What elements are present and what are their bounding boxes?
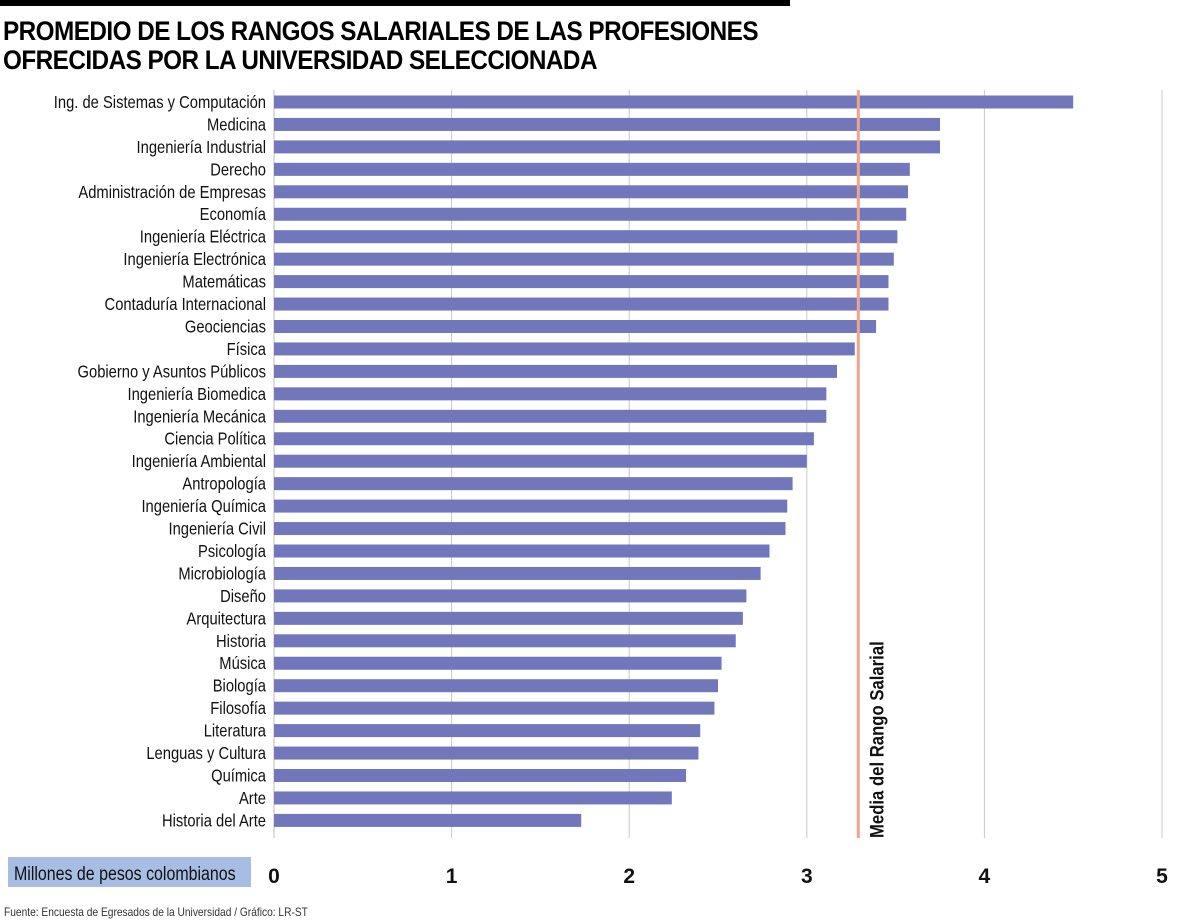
bar-4: [274, 162, 910, 176]
chart-title: PROMEDIO DE LOS RANGOS SALARIALES DE LAS…: [3, 16, 759, 75]
x-tick-label-2: 2: [623, 865, 635, 888]
category-label-1: Ing. de Sistemas y Computación: [54, 93, 266, 113]
x-axis-label-box: [8, 857, 251, 887]
category-label-12: Física: [227, 340, 267, 360]
bar-7: [274, 230, 898, 244]
category-label-15: Ingeniería Mecánica: [133, 407, 267, 427]
category-label-23: Diseño: [220, 587, 266, 607]
category-label-8: Ingeniería Electrónica: [123, 250, 266, 270]
category-label-10: Contaduría Internacional: [105, 295, 266, 315]
x-tick-label-3: 3: [801, 865, 813, 888]
bar-12: [274, 342, 855, 356]
x-tick-label-5: 5: [1156, 865, 1168, 888]
bar-14: [274, 387, 827, 401]
reference-line-label: Media del Rango Salarial: [866, 641, 887, 838]
bar-2: [274, 117, 940, 131]
bar-30: [274, 746, 699, 760]
bar-28: [274, 701, 715, 715]
bar-13: [274, 364, 837, 378]
bar-33: [274, 813, 582, 827]
bar-20: [274, 522, 786, 536]
bar-1: [274, 95, 1074, 109]
category-label-19: Ingeniería Química: [141, 497, 266, 517]
top-rule: [0, 0, 790, 6]
category-label-29: Literatura: [204, 721, 267, 741]
bar-32: [274, 791, 672, 805]
category-label-24: Arquitectura: [187, 609, 267, 629]
category-label-14: Ingeniería Biomedica: [128, 385, 267, 405]
x-axis-label: Millones de pesos colombianos: [14, 863, 236, 885]
bar-3: [274, 140, 940, 154]
bar-11: [274, 320, 877, 333]
category-label-28: Filosofía: [210, 699, 266, 719]
category-label-33: Historia del Arte: [162, 811, 266, 831]
x-tick-label-4: 4: [979, 865, 991, 888]
chart-title-line-2: OFRECIDAS POR LA UNIVERSIDAD SELECCIONAD…: [3, 45, 597, 75]
bar-5: [274, 185, 909, 199]
bar-31: [274, 769, 687, 782]
bar-25: [274, 634, 736, 648]
bar-19: [274, 499, 788, 513]
category-label-18: Antropología: [182, 474, 266, 494]
category-label-31: Química: [211, 766, 267, 786]
category-label-20: Ingeniería Civil: [168, 519, 266, 539]
x-tick-label-1: 1: [446, 865, 458, 888]
bar-17: [274, 454, 807, 468]
chart-title-line-1: PROMEDIO DE LOS RANGOS SALARIALES DE LAS…: [3, 16, 759, 46]
bar-24: [274, 611, 743, 625]
source-note: Fuente: Encuesta de Egresados de la Univ…: [4, 905, 308, 919]
bar-21: [274, 544, 770, 558]
category-label-17: Ingeniería Ambiental: [132, 452, 266, 472]
category-label-22: Microbiología: [178, 564, 266, 584]
category-label-9: Matemáticas: [182, 272, 266, 292]
bar-26: [274, 656, 722, 670]
x-tick-label-0: 0: [268, 865, 280, 888]
bar-27: [274, 679, 718, 693]
bar-16: [274, 432, 814, 446]
category-label-30: Lenguas y Cultura: [146, 744, 266, 764]
category-label-13: Gobierno y Asuntos Públicos: [78, 362, 266, 382]
bar-9: [274, 275, 889, 289]
category-label-5: Administración de Empresas: [78, 182, 266, 202]
bar-6: [274, 207, 907, 221]
bar-29: [274, 724, 701, 738]
bar-8: [274, 252, 894, 266]
category-label-7: Ingeniería Eléctrica: [140, 227, 267, 247]
category-label-27: Biología: [213, 676, 267, 696]
bar-23: [274, 589, 747, 603]
category-label-3: Ingeniería Industrial: [137, 138, 266, 158]
category-label-4: Derecho: [210, 160, 266, 180]
category-label-11: Geociencias: [185, 317, 266, 337]
bar-15: [274, 409, 827, 423]
category-label-26: Música: [219, 654, 266, 674]
category-label-25: Historia: [216, 631, 267, 651]
bar-10: [274, 297, 889, 311]
category-label-21: Psicología: [198, 542, 267, 562]
category-label-32: Arte: [239, 789, 266, 809]
category-label-6: Economía: [200, 205, 267, 225]
category-label-2: Medicina: [207, 115, 267, 135]
bar-22: [274, 566, 761, 580]
category-label-16: Ciencia Política: [164, 429, 266, 449]
bar-18: [274, 477, 793, 491]
